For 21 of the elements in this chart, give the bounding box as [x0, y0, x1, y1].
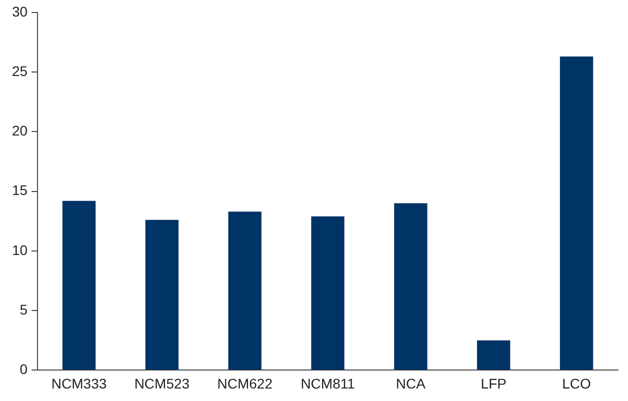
y-tick-label: 10 [12, 242, 28, 258]
y-tick-label: 0 [20, 361, 28, 378]
x-tick-label: NCM622 [217, 375, 273, 392]
bar [311, 216, 344, 370]
bar [145, 220, 179, 370]
x-tick-label: LFP [480, 375, 506, 392]
bar [394, 203, 428, 370]
x-tick-label: NCA [396, 375, 426, 392]
y-tick-label: 25 [12, 62, 28, 79]
bar [62, 200, 96, 370]
y-tick-label: 30 [12, 3, 28, 20]
y-tick-label: 20 [12, 122, 28, 139]
bar [477, 340, 510, 370]
x-tick-label: LCO [562, 375, 592, 392]
bar [560, 56, 594, 370]
y-tick-label: 15 [12, 182, 28, 198]
x-tick-label: NCM333 [51, 375, 107, 392]
x-tick-label: NCM811 [300, 375, 356, 392]
y-tick-label: 5 [20, 301, 28, 318]
x-tick-label: NCM523 [134, 375, 190, 392]
bar [228, 212, 262, 370]
